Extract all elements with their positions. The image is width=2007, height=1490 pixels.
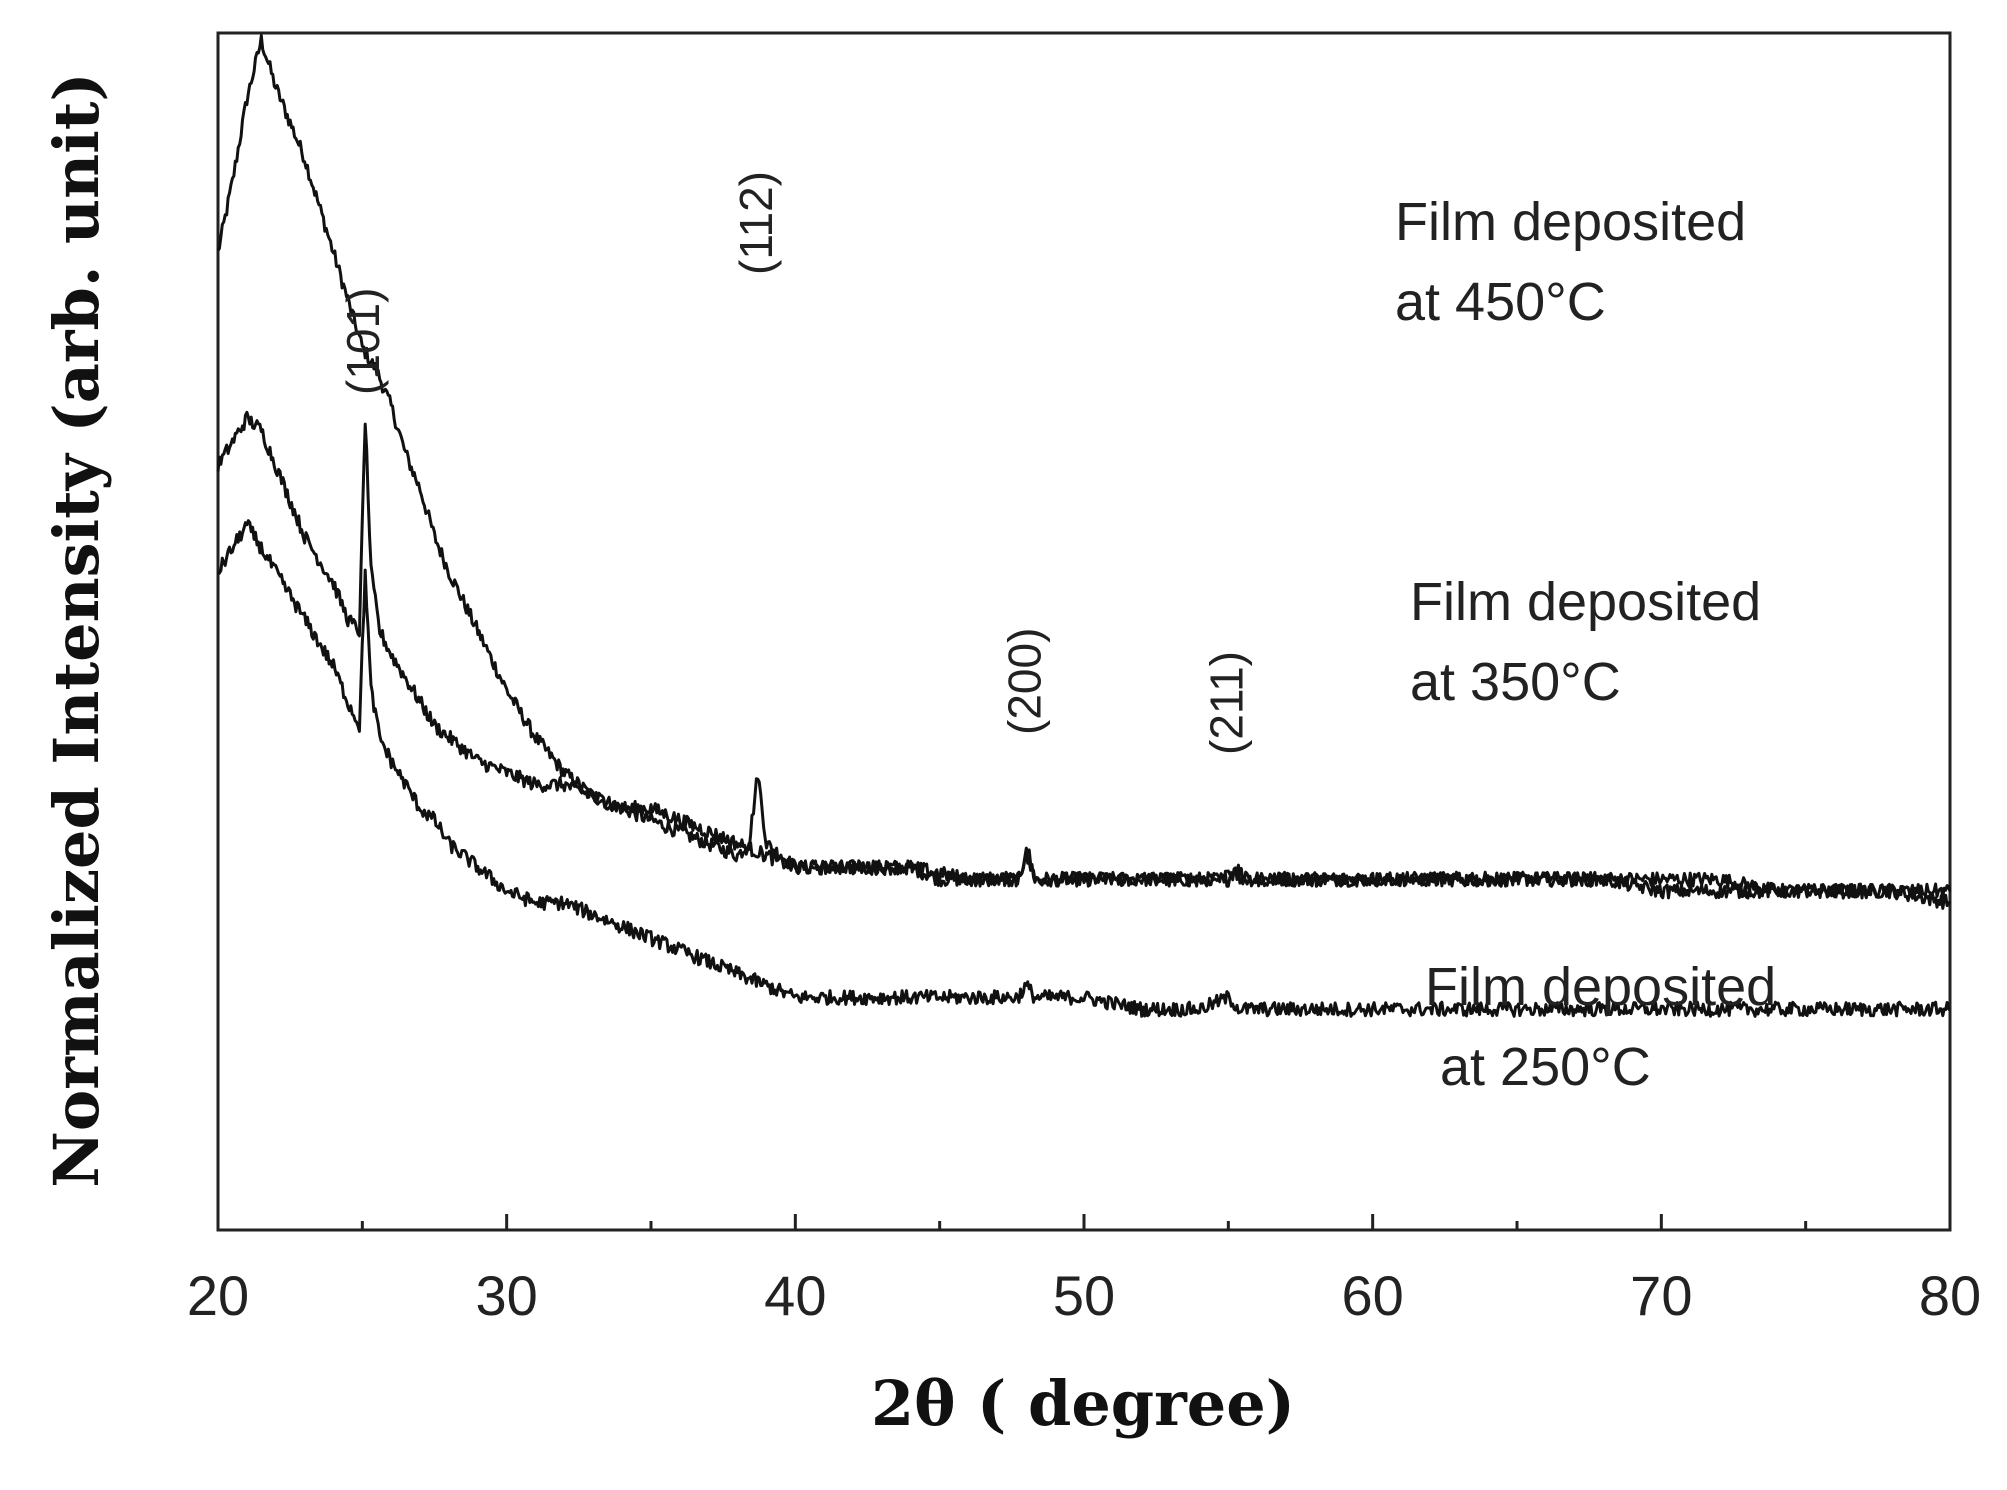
series-line-0 — [216, 34, 1952, 910]
x-tick-label: 60 — [1342, 1264, 1404, 1327]
x-axis-ticks — [216, 1214, 1952, 1230]
x-axis-title: 2θ ( degree) — [871, 1367, 1295, 1440]
x-tick-label: 30 — [476, 1264, 538, 1327]
series-line-2 — [217, 519, 1952, 1018]
x-tick-label: 20 — [187, 1264, 249, 1327]
x-tick-label: 40 — [764, 1264, 826, 1327]
x-tick-label: 70 — [1630, 1264, 1692, 1327]
peak-label: (211) — [1200, 651, 1252, 755]
y-axis-title: Normalized Intensity (arb. unit) — [40, 72, 113, 1188]
series-label: Film deposited at 450°C — [1395, 192, 1746, 332]
x-axis-tick-labels: 20 30 40 50 60 70 80 — [187, 1264, 1981, 1327]
series-labels: Film deposited at 450°C Film deposited at 3… — [1395, 192, 1776, 1097]
peak-label: (112) — [730, 171, 782, 275]
series-lines — [216, 34, 1952, 1018]
series-label-line: at 350°C — [1410, 652, 1621, 712]
series-label: Film deposited at 350°C — [1410, 572, 1761, 712]
series-label-line: at 250°C — [1425, 1037, 1651, 1097]
peak-annotations: (112) (101) (200) (211) — [337, 171, 1252, 755]
x-tick-label: 80 — [1919, 1264, 1981, 1327]
series-label-line: Film deposited — [1410, 572, 1761, 632]
peak-label: (101) — [337, 288, 389, 395]
series-label-line: Film deposited — [1395, 192, 1746, 252]
peak-label: (200) — [998, 628, 1050, 735]
series-label: Film deposited at 250°C — [1425, 957, 1776, 1097]
series-label-line: Film deposited — [1425, 957, 1776, 1017]
series-line-1 — [216, 410, 1952, 900]
x-tick-label: 50 — [1053, 1264, 1115, 1327]
series-label-line: at 450°C — [1395, 272, 1606, 332]
